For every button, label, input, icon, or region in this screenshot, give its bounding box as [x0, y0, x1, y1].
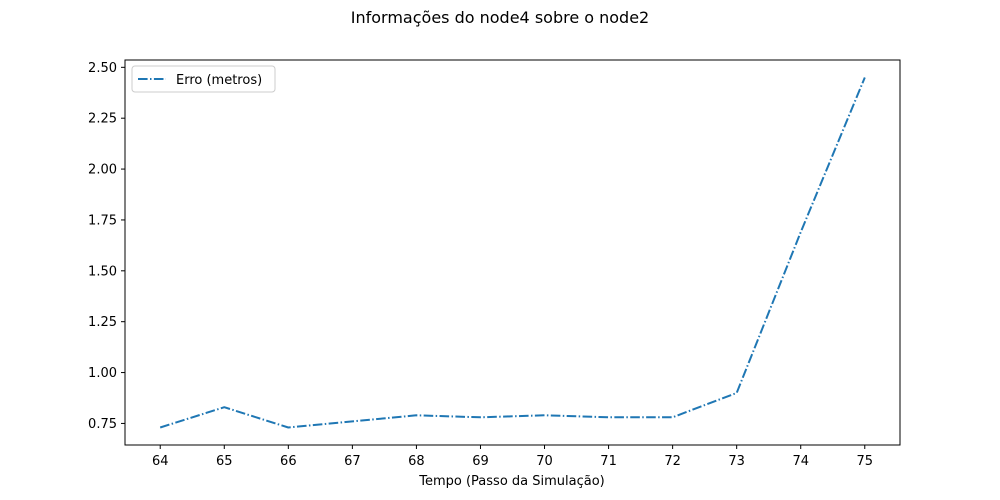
x-tick-label: 65	[216, 454, 233, 469]
x-tick-label: 75	[856, 454, 873, 469]
y-tick-label: 1.50	[88, 264, 117, 279]
y-tick-label: 2.00	[88, 163, 117, 178]
y-axis: 0.75 1.00 1.25 1.50 1.75 2.00 2.25 2.50	[88, 61, 125, 432]
series-line	[159, 77, 866, 429]
legend-frame	[131, 65, 276, 93]
x-tick-label: 72	[664, 454, 681, 469]
x-tick-label: 74	[792, 454, 809, 469]
y-tick-label: 2.25	[88, 112, 117, 127]
x-tick-label: 73	[728, 454, 745, 469]
series-layer	[159, 77, 866, 429]
x-tick-label: 69	[472, 454, 489, 469]
chart-title: Informações do node4 sobre o node2	[351, 8, 649, 27]
y-tick-label: 2.50	[88, 61, 117, 76]
x-axis: 64 65 66 67 68 69 70 71 72 73 74 75	[152, 445, 873, 469]
x-tick-label: 64	[152, 454, 169, 469]
x-axis-label: Tempo (Passo da Simulação)	[418, 474, 605, 489]
y-tick-label: 0.75	[88, 417, 117, 432]
x-tick-label: 71	[600, 454, 617, 469]
x-tick-label: 66	[280, 454, 297, 469]
y-tick-label: 1.75	[88, 213, 117, 228]
y-tick-label: 1.25	[88, 315, 117, 330]
x-tick-label: 67	[344, 454, 361, 469]
legend-label: Erro (metros)	[176, 73, 262, 88]
x-tick-label: 68	[408, 454, 425, 469]
legend: Erro (metros)	[131, 65, 276, 93]
plot-area: 0.751.001.251.501.752.002.252.50 64 65 66 6…	[88, 59, 901, 469]
y-tick-label: 1.00	[88, 366, 117, 381]
x-tick-label: 70	[536, 454, 553, 469]
axes-frame	[124, 59, 901, 446]
